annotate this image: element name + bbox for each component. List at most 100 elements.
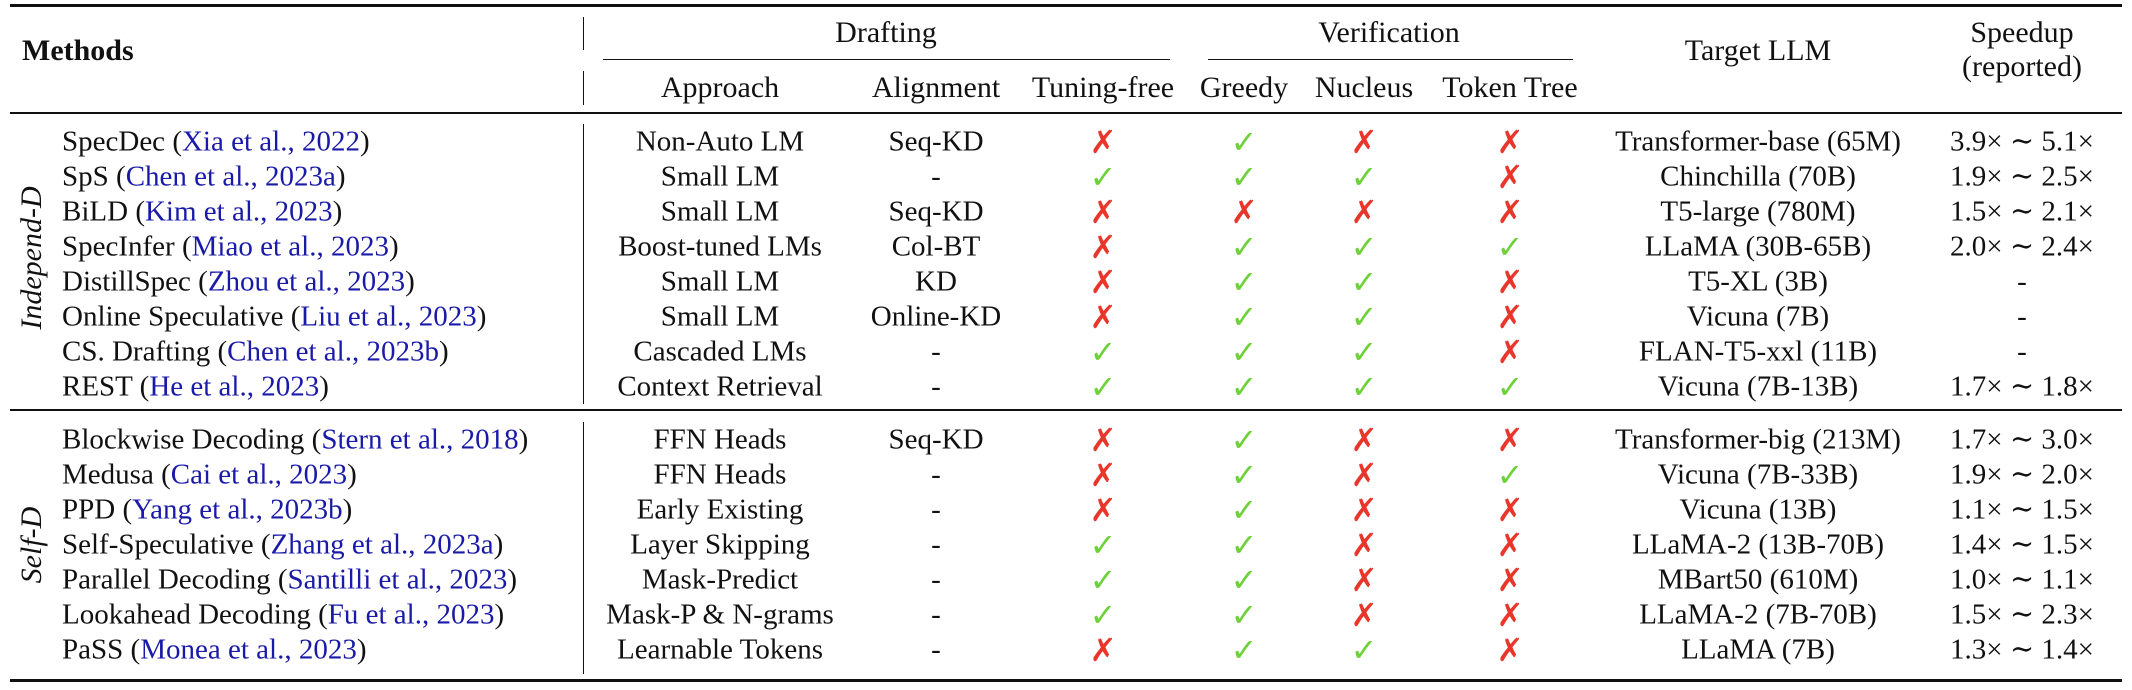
close-paren: ) — [494, 598, 505, 631]
close-paren: ) — [476, 300, 487, 333]
cross-icon: ✗ — [1089, 192, 1117, 231]
method-name: Parallel Decoding — [62, 563, 271, 596]
table-row: PPD (Yang et al., 2023b) Early Existing - ✗… — [0, 492, 2132, 527]
approach-cell: Small LM — [660, 300, 780, 333]
method-cell: Online Speculative (Liu et al., 2023) — [62, 300, 487, 333]
citation-link[interactable]: Zhou et al., 2023 — [207, 265, 406, 298]
cross-icon: ✗ — [1496, 122, 1524, 161]
citation-link[interactable]: Monea et al., 2023 — [140, 633, 357, 666]
check-icon: ✓ — [1230, 596, 1258, 634]
check-icon: ✓ — [1230, 631, 1258, 670]
method-cell: SpS (Chen et al., 2023a) — [62, 162, 346, 191]
check-icon: ✓ — [1496, 368, 1524, 407]
cross-icon: ✗ — [1496, 596, 1524, 634]
citation-link[interactable]: Yang et al., 2023b — [132, 493, 343, 526]
table-row: SpecInfer (Miao et al., 2023) Boost-tuned… — [0, 229, 2132, 264]
speedup-cell: 1.3× ∼ 1.4× — [1949, 633, 2095, 666]
drafting-header: Drafting — [835, 16, 937, 49]
target-llm-cell: FLAN-T5-xxl (11B) — [1638, 335, 1878, 368]
table-row: REST (He et al., 2023) Context Retrieval -… — [0, 370, 2132, 405]
cross-icon: ✗ — [1089, 631, 1117, 670]
check-icon: ✓ — [1230, 560, 1258, 599]
close-paren: ) — [356, 633, 367, 666]
body-vline-group2 — [583, 422, 584, 674]
check-icon: ✓ — [1496, 455, 1524, 494]
check-icon: ✓ — [1350, 368, 1378, 407]
table-row: SpS (Chen et al., 2023a) Small LM - ✓ ✓ ✓ ✗ Chi… — [0, 159, 2132, 194]
citation-link[interactable]: Cai et al., 2023 — [170, 458, 348, 491]
alignment-cell: Seq-KD — [888, 195, 984, 228]
check-icon: ✓ — [1350, 333, 1378, 372]
table-row: BiLD (Kim et al., 2023) Small LM Seq-KD ✗ ✗ ✗… — [0, 194, 2132, 229]
method-cell: PaSS (Monea et al., 2023) — [62, 633, 367, 666]
method-cell: Parallel Decoding (Santilli et al., 2023… — [62, 565, 517, 594]
speedup-cell: 3.9× ∼ 5.1× — [1949, 125, 2095, 157]
citation-link[interactable]: Liu et al., 2023 — [300, 300, 477, 333]
citation-link[interactable]: Zhang et al., 2023a — [270, 528, 494, 561]
table-row: Self-Speculative (Zhang et al., 2023a) La… — [0, 527, 2132, 562]
check-icon: ✓ — [1089, 157, 1117, 196]
method-name: SpS — [62, 160, 109, 193]
group-separator-rule — [10, 409, 2122, 411]
approach-cell: Learnable Tokens — [617, 633, 823, 666]
target-llm-cell: Chinchilla (70B) — [1660, 160, 1856, 193]
cross-icon: ✗ — [1496, 333, 1524, 372]
check-icon: ✓ — [1230, 490, 1258, 529]
alignment-cell: - — [931, 335, 941, 368]
alignment-cell: Seq-KD — [888, 125, 984, 157]
target-llm-cell: Vicuna (13B) — [1679, 493, 1837, 526]
citation-link[interactable]: Santilli et al., 2023 — [287, 563, 508, 596]
cross-icon: ✗ — [1089, 262, 1117, 301]
approach-cell: Small LM — [660, 160, 780, 193]
check-icon: ✓ — [1089, 333, 1117, 372]
open-paren: ( — [174, 230, 192, 263]
method-name: PaSS — [62, 633, 124, 666]
cross-icon: ✗ — [1350, 455, 1378, 494]
method-cell: SpecInfer (Miao et al., 2023) — [62, 232, 399, 261]
citation-link[interactable]: Kim et al., 2023 — [144, 195, 333, 228]
approach-cell: Early Existing — [636, 493, 804, 526]
alignment-header: Alignment — [871, 71, 1001, 104]
alignment-cell: - — [931, 633, 941, 666]
citation-link[interactable]: Chen et al., 2023a — [125, 160, 336, 193]
check-icon: ✓ — [1350, 262, 1378, 301]
method-name: DistillSpec — [62, 265, 191, 298]
check-icon: ✓ — [1496, 227, 1524, 266]
approach-cell: Cascaded LMs — [633, 335, 807, 368]
table-row: PaSS (Monea et al., 2023) Learnable Token… — [0, 633, 2132, 668]
target-llm-cell: T5-large (780M) — [1660, 195, 1856, 228]
cross-icon: ✗ — [1089, 420, 1117, 459]
speedup-cell: 1.0× ∼ 1.1× — [1949, 563, 2095, 596]
citation-link[interactable]: Miao et al., 2023 — [191, 230, 389, 263]
target-llm-cell: LLaMA-2 (7B-70B) — [1639, 598, 1877, 631]
cross-icon: ✗ — [1350, 490, 1378, 529]
speedup-cell: 1.5× ∼ 2.1× — [1949, 195, 2095, 228]
approach-cell: FFN Heads — [653, 458, 787, 491]
token-tree-header: Token Tree — [1442, 71, 1578, 104]
drafting-cmidrule — [603, 59, 1170, 60]
open-paren: ( — [270, 563, 288, 596]
open-paren: ( — [310, 598, 328, 631]
approach-cell: Small LM — [660, 195, 780, 228]
close-paren: ) — [388, 230, 399, 263]
approach-cell: FFN Heads — [653, 423, 787, 455]
body-vline-group1 — [583, 124, 584, 404]
citation-link[interactable]: Chen et al., 2023b — [227, 335, 439, 368]
check-icon: ✓ — [1230, 298, 1258, 336]
target-llm-cell: MBart50 (610M) — [1657, 563, 1859, 596]
close-paren: ) — [347, 458, 357, 491]
close-paren: ) — [518, 423, 529, 455]
alignment-cell: KD — [915, 265, 957, 298]
target-llm-cell: Transformer-big (213M) — [1615, 423, 1901, 455]
citation-link[interactable]: He et al., 2023 — [149, 370, 320, 403]
open-paren: ( — [210, 335, 228, 368]
approach-header: Approach — [660, 71, 780, 104]
citation-link[interactable]: Stern et al., 2018 — [321, 423, 519, 455]
citation-link[interactable]: Xia et al., 2022 — [181, 125, 360, 157]
citation-link[interactable]: Fu et al., 2023 — [327, 598, 495, 631]
check-icon: ✓ — [1350, 227, 1378, 266]
method-cell: REST (He et al., 2023) — [62, 370, 329, 403]
close-paren: ) — [342, 493, 353, 526]
approach-cell: Mask-Predict — [641, 563, 799, 596]
cross-icon: ✗ — [1496, 157, 1524, 196]
